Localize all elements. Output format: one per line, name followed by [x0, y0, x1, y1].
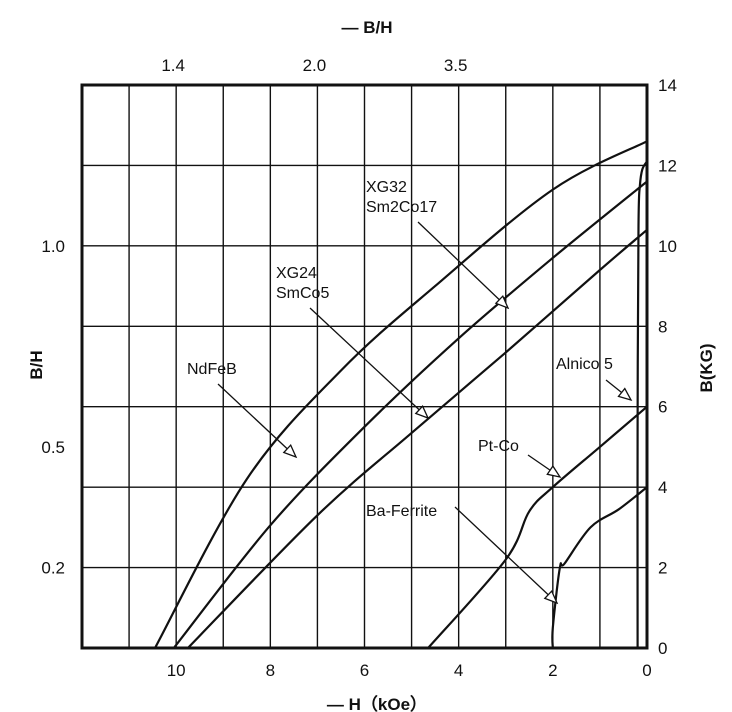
right-tick-label: 4 — [658, 478, 667, 497]
annotation-label: NdFeB — [187, 361, 237, 378]
series-line-xg24-smco5 — [187, 228, 648, 649]
left-tick-label: 0.5 — [41, 438, 65, 457]
annotation-label: Sm2Co17 — [366, 199, 437, 216]
x-tick-label: 2 — [548, 661, 557, 680]
arrowhead-icon — [414, 405, 430, 420]
arrowhead-icon — [494, 294, 510, 310]
annotation-label: XG32 — [366, 179, 407, 196]
right-tick-label: 10 — [658, 237, 677, 256]
left-axis-title: B/H — [27, 350, 46, 379]
annotation-label: Pt-Co — [478, 438, 519, 455]
right-tick-label: 8 — [658, 317, 667, 336]
arrowhead-icon — [282, 443, 298, 459]
annotation-alnico-5: Alnico 5 — [556, 356, 633, 402]
right-axis-title: B(KG) — [697, 343, 716, 392]
x-axis-title: — H（kOe） — [327, 694, 427, 712]
left-tick-label: 0.2 — [41, 559, 65, 578]
right-tick-label: 0 — [658, 639, 667, 658]
series-line-xg32-sm2co17 — [172, 180, 648, 649]
curves — [154, 140, 648, 649]
series-line-pt-co — [427, 405, 648, 649]
top-tick-label: 3.5 — [444, 56, 468, 75]
series-line-ba-ferrite — [551, 486, 648, 649]
annotation-label: SmCo5 — [276, 285, 329, 302]
plot-frame — [80, 83, 649, 650]
right-tick-label: 2 — [658, 559, 667, 578]
leader-line — [417, 221, 509, 309]
annotation-xg24-smco5: XG24 SmCo5 — [276, 265, 430, 420]
annotation-label: XG24 — [276, 265, 317, 282]
annotation-pt-co: Pt-Co — [478, 438, 562, 478]
annotation-ndfeb: NdFeB — [187, 361, 298, 459]
annotation-label: Ba-Ferrite — [366, 503, 437, 520]
top-tick-label: 2.0 — [303, 56, 327, 75]
top-axis-title: — B/H — [342, 18, 393, 37]
annotation-label: Alnico 5 — [556, 356, 613, 373]
series-line-ndfeb — [154, 140, 648, 649]
top-tick-label: 1.4 — [161, 56, 185, 75]
right-tick-label: 6 — [658, 398, 667, 417]
x-tick-label: 6 — [360, 661, 369, 680]
x-tick-label: 0 — [642, 661, 651, 680]
leader-line — [217, 383, 297, 458]
arrowhead-icon — [543, 589, 559, 605]
right-tick-label: 14 — [658, 76, 677, 95]
tick-labels: 10 8 6 4 2 00 2 4 6 8 10 12 14 1.0 0.5 0.2 1.4 2.0 3.5 — [41, 56, 677, 680]
arrowhead-icon — [617, 387, 633, 402]
x-tick-label: 10 — [167, 661, 186, 680]
series-line-alnico-5 — [636, 160, 648, 649]
leader-line — [309, 307, 429, 419]
annotation-ba-ferrite: Ba-Ferrite — [366, 503, 559, 605]
right-tick-label: 12 — [658, 156, 677, 175]
x-tick-label: 8 — [266, 661, 275, 680]
leader-line — [454, 506, 558, 604]
annotation-xg32-sm2co17: XG32 Sm2Co17 — [366, 179, 510, 310]
left-tick-label: 1.0 — [41, 237, 65, 256]
annotations: XG32 Sm2Co17 XG24 SmCo5 NdFeB Alnico 5 Pt-Co Ba… — [187, 179, 633, 605]
arrowhead-icon — [546, 464, 562, 478]
x-tick-label: 4 — [454, 661, 463, 680]
